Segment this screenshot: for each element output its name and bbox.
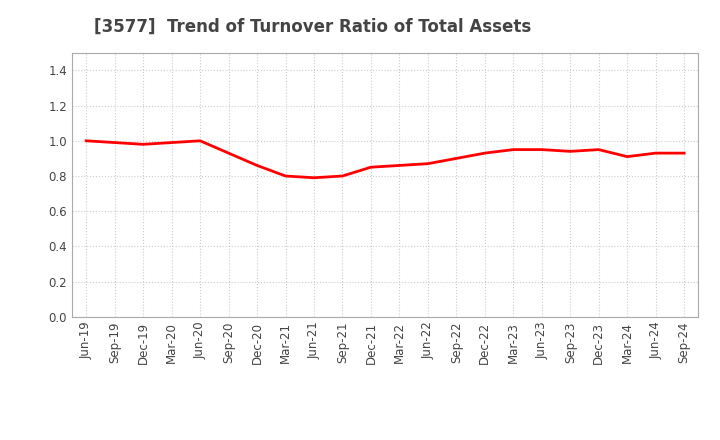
Text: [3577]  Trend of Turnover Ratio of Total Assets: [3577] Trend of Turnover Ratio of Total … [94, 18, 531, 36]
